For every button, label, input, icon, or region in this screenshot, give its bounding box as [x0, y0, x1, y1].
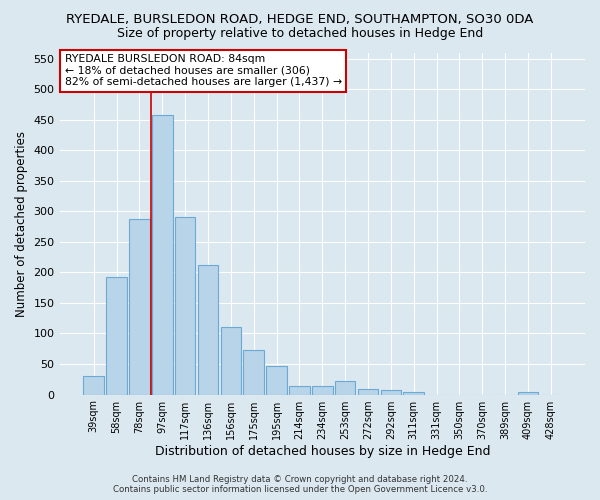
Bar: [175, 218, 196, 394]
Text: RYEDALE BURSLEDON ROAD: 84sqm
← 18% of detached houses are smaller (306)
82% of : RYEDALE BURSLEDON ROAD: 84sqm ← 18% of d…: [65, 54, 342, 88]
Bar: [129, 220, 150, 394]
Text: RYEDALE, BURSLEDON ROAD, HEDGE END, SOUTHAMPTON, SO30 0DA: RYEDALE, BURSLEDON ROAD, HEDGE END, SOUT…: [67, 12, 533, 26]
Bar: [106, 278, 127, 394]
Bar: [198, 265, 218, 394]
Text: Size of property relative to detached houses in Hedge End: Size of property relative to detached ho…: [117, 28, 483, 40]
Bar: [335, 381, 355, 394]
Bar: [152, 115, 173, 394]
Bar: [358, 389, 378, 394]
Bar: [83, 376, 104, 394]
Y-axis label: Number of detached properties: Number of detached properties: [15, 130, 28, 316]
Text: Contains HM Land Registry data © Crown copyright and database right 2024.
Contai: Contains HM Land Registry data © Crown c…: [113, 474, 487, 494]
Bar: [312, 386, 332, 394]
Bar: [403, 392, 424, 394]
Bar: [266, 366, 287, 394]
Bar: [221, 328, 241, 394]
Bar: [244, 350, 264, 395]
Bar: [380, 390, 401, 394]
X-axis label: Distribution of detached houses by size in Hedge End: Distribution of detached houses by size …: [155, 444, 490, 458]
Bar: [518, 392, 538, 394]
Bar: [289, 386, 310, 394]
